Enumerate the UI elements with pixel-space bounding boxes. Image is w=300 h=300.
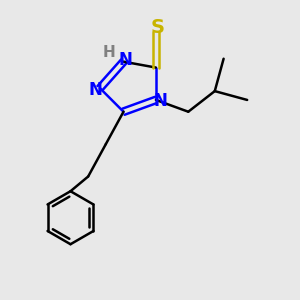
Text: H: H [102, 45, 115, 60]
Text: N: N [118, 51, 132, 69]
Text: N: N [88, 81, 103, 99]
Text: S: S [150, 18, 164, 37]
Text: N: N [153, 92, 167, 110]
